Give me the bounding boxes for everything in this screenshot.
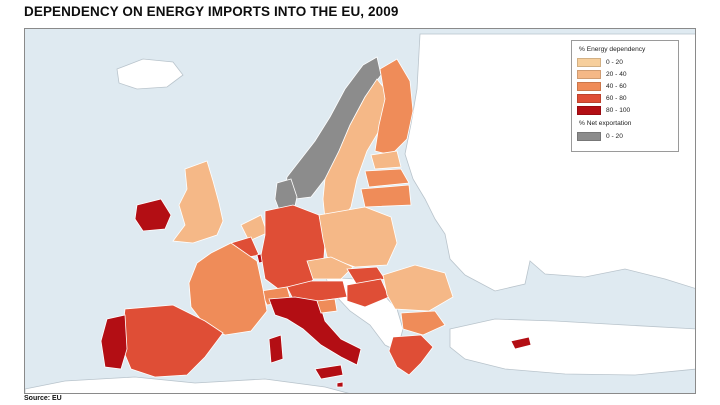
legend-swatch [577,57,601,67]
hungary-region [346,278,390,308]
legend-swatch [577,105,601,115]
eu-countries [100,56,532,388]
legend: % Energy dependency 0 - 20 20 - 40 40 - … [571,40,679,152]
legend-label: 80 - 100 [606,106,631,114]
czech-region [306,256,354,280]
poland-region [318,206,398,268]
legend-item: 40 - 60 [577,80,673,92]
legend-item: 60 - 80 [577,92,673,104]
legend-export-heading: % Net exportation [579,120,632,127]
finland-region [374,58,414,156]
north-africa-landmass [25,376,350,393]
sardinia-region [268,334,284,364]
bulgaria-region [400,310,446,336]
malta-region [336,381,344,388]
legend-swatch [577,69,601,79]
legend-classes: 0 - 20 20 - 40 40 - 60 60 - 80 80 - 100 [577,56,673,116]
lithuania-region [360,184,412,208]
slovenia-region [316,298,338,314]
legend-heading: % Energy dependency [579,46,646,53]
legend-swatch [577,93,601,103]
legend-item: 20 - 40 [577,68,673,80]
legend-swatch [577,131,601,141]
legend-label: 40 - 60 [606,82,627,90]
ireland-region [134,198,172,232]
legend-item: 80 - 100 [577,104,673,116]
source-note: Source: EU [24,395,62,402]
legend-swatch [577,81,601,91]
greece-region [388,334,434,376]
legend-item: 0 - 20 [577,56,673,68]
legend-label: 60 - 80 [606,94,627,102]
romania-region [382,264,454,312]
latvia-region [364,168,410,188]
spain-region [120,304,224,378]
legend-label: 20 - 40 [606,70,627,78]
sicily-region [314,364,344,380]
europe-map [25,29,695,393]
portugal-region [100,314,128,370]
cyprus-region [510,336,532,350]
france-region [188,242,268,336]
legend-label: 0 - 20 [606,132,623,140]
legend-item: 0 - 20 [577,130,673,142]
estonia-region [370,150,402,170]
turkey-landmass [449,318,695,376]
legend-label: 0 - 20 [606,58,623,66]
iceland-landmass [116,58,184,90]
map-title: DEPENDENCY ON ENERGY IMPORTS INTO THE EU… [24,4,399,19]
uk-region [172,160,224,244]
